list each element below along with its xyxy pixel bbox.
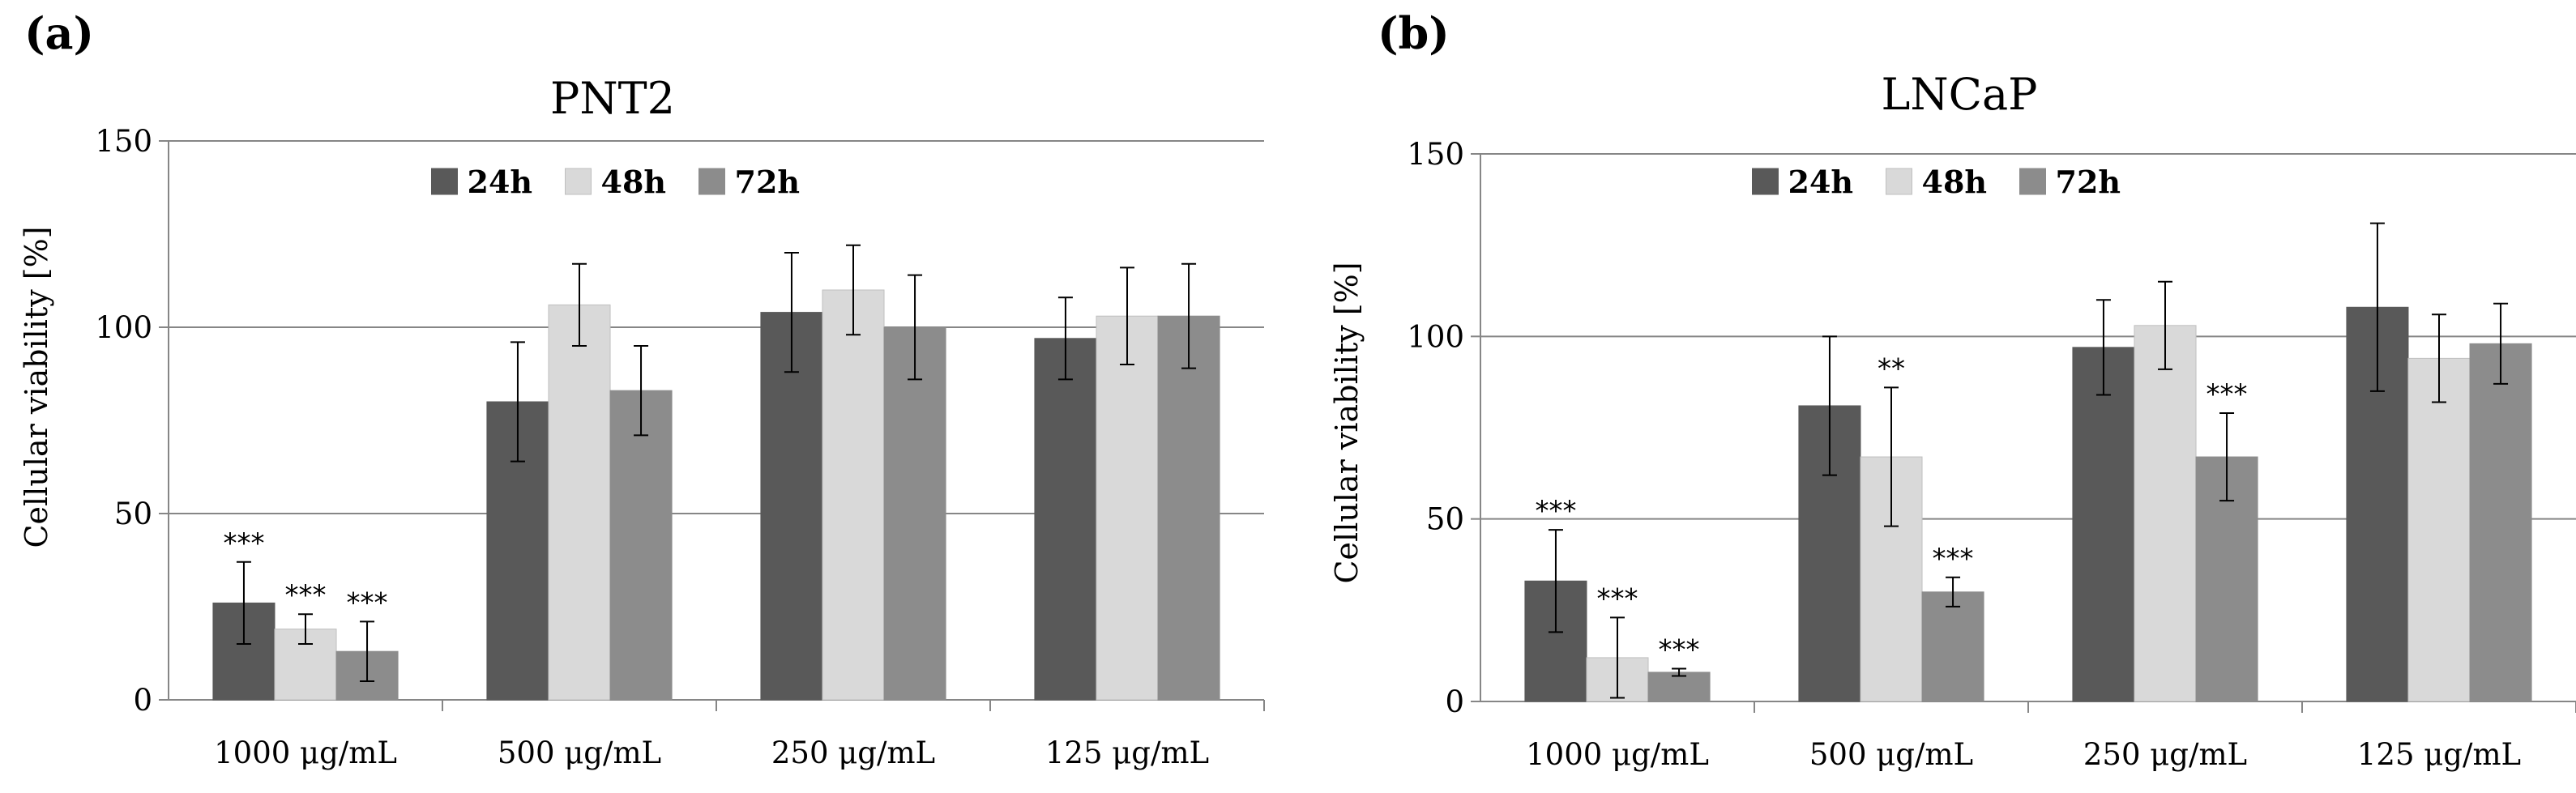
legend-item-b-72h: 72h: [2019, 164, 2121, 200]
legend-label: 72h: [735, 164, 801, 200]
significance-label-a: ***: [347, 586, 388, 619]
x-tick-label-a: 250 μg/mL: [771, 735, 935, 770]
bar-a-72h-3: [1157, 315, 1220, 701]
bar-a-24h-2: [760, 312, 823, 701]
legend-label: 24h: [1788, 164, 1854, 200]
chart-panel-b: (b) LNCaP Cellular viability [%] 0 50 100 1…: [1329, 7, 2576, 772]
x-tick-label-b: 125 μg/mL: [2357, 737, 2521, 772]
legend-item-a-48h: 48h: [565, 164, 667, 200]
legend-swatch: [1886, 168, 1912, 195]
significance-label-b: ***: [1535, 495, 1576, 527]
legend-swatch: [2019, 168, 2046, 195]
error-bar-b-72h-2: [2219, 411, 2235, 502]
error-bar-a-24h-0: [236, 561, 251, 645]
chart-panel-a: (a) PNT2 Cellular viability [%] 0 50 100 15…: [19, 7, 1265, 770]
bar-b-24h-2: [2072, 347, 2135, 702]
panel-label-a: (a): [24, 7, 94, 59]
y-tick-label-a: 50: [114, 497, 152, 531]
error-bar-b-24h-0: [1548, 529, 1563, 633]
y-axis-label-a: Cellular viability [%]: [19, 226, 54, 548]
error-bar-a-72h-2: [908, 274, 923, 381]
legend-swatch: [431, 168, 458, 195]
error-bar-b-72h-0: [1672, 667, 1687, 677]
y-tick-label-b: 0: [1445, 684, 1464, 719]
y-tick-label-b: 150: [1407, 137, 1464, 172]
panel-label-b: (b): [1378, 7, 1450, 59]
y-tick-label-a: 150: [95, 124, 152, 159]
x-tick-label-a: 500 μg/mL: [498, 735, 661, 770]
significance-label-b: ***: [1933, 543, 1974, 575]
error-bar-b-48h-0: [1610, 616, 1625, 699]
significance-label-b: ***: [1597, 582, 1638, 615]
bar-b-48h-2: [2134, 325, 2197, 702]
legend-label: 72h: [2056, 164, 2121, 200]
legend-swatch: [698, 168, 725, 195]
error-bar-a-48h-0: [298, 613, 313, 645]
bar-b-72h-0: [1647, 671, 1711, 702]
y-tick-label-b: 50: [1426, 502, 1464, 537]
legend-item-b-24h: 24h: [1752, 164, 1854, 200]
y-tick-label-a: 0: [133, 683, 152, 718]
y-tick-label-a: 100: [95, 310, 152, 345]
significance-label-a: ***: [285, 579, 327, 612]
error-bar-a-48h-1: [572, 262, 587, 347]
bar-b-72h-3: [2469, 343, 2532, 702]
error-bar-a-72h-0: [360, 620, 375, 682]
x-tick-label-b: 1000 μg/mL: [1526, 737, 1709, 772]
error-bar-b-72h-3: [2493, 302, 2509, 385]
error-bar-a-48h-2: [846, 244, 861, 336]
x-tick-label-a: 125 μg/mL: [1045, 735, 1209, 770]
error-bar-b-48h-1: [1884, 386, 1899, 527]
bar-a-48h-1: [548, 304, 611, 701]
error-bar-a-24h-1: [510, 341, 525, 463]
chart-title-b: LNCaP: [1882, 69, 2038, 120]
significance-label-b: **: [1878, 352, 1905, 385]
legend-item-a-24h: 24h: [431, 164, 533, 200]
bar-b-48h-3: [2407, 357, 2471, 702]
legend-swatch: [565, 168, 592, 195]
x-tick-label-a: 1000 μg/mL: [214, 735, 397, 770]
bar-a-48h-3: [1096, 315, 1159, 701]
significance-label-a: ***: [223, 527, 264, 560]
y-tick-label-b: 100: [1407, 319, 1464, 354]
error-bar-a-72h-1: [634, 345, 649, 437]
error-bar-b-48h-2: [2158, 280, 2172, 370]
bar-a-72h-1: [609, 390, 673, 701]
legend-label: 48h: [601, 164, 667, 200]
x-tick-label-b: 500 μg/mL: [1809, 737, 1973, 772]
bar-a-24h-3: [1034, 338, 1097, 701]
legend-item-b-48h: 48h: [1886, 164, 1988, 200]
bar-b-72h-1: [1921, 591, 1984, 702]
error-bar-b-24h-2: [2095, 299, 2111, 396]
error-bar-b-72h-1: [1946, 576, 1961, 608]
legend-label: 48h: [1922, 164, 1988, 200]
error-bar-b-48h-3: [2432, 313, 2446, 403]
x-tick-label-b: 250 μg/mL: [2083, 737, 2247, 772]
legend-item-a-72h: 72h: [698, 164, 801, 200]
y-axis-label-b: Cellular viability [%]: [1329, 262, 1365, 583]
bar-a-48h-2: [822, 289, 885, 701]
legend-swatch: [1752, 168, 1779, 195]
chart-title-a: PNT2: [550, 73, 675, 124]
error-bar-a-48h-3: [1120, 266, 1134, 365]
error-bar-b-24h-1: [1822, 335, 1837, 476]
bar-a-72h-2: [883, 326, 946, 701]
error-bar-a-24h-3: [1057, 296, 1073, 381]
error-bar-b-24h-3: [2369, 222, 2385, 392]
legend-label: 24h: [468, 164, 533, 200]
error-bar-a-24h-2: [784, 252, 799, 373]
significance-label-b: ***: [1659, 633, 1700, 666]
significance-label-b: ***: [2206, 378, 2248, 411]
error-bar-a-72h-3: [1181, 262, 1197, 369]
